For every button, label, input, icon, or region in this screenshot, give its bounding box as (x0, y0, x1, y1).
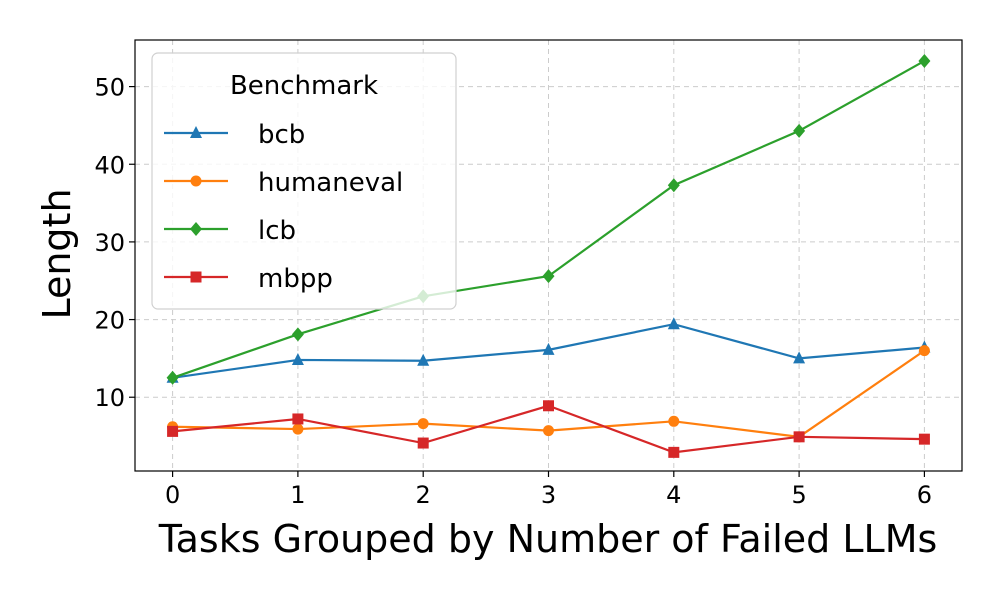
data-point-lcb (667, 178, 680, 193)
legend-label: humaneval (258, 168, 403, 198)
data-point-humaneval (417, 418, 429, 430)
data-point-humaneval (668, 415, 680, 427)
data-point-mbpp (668, 446, 680, 458)
x-tick-label: 3 (541, 481, 556, 509)
data-point-lcb (291, 327, 304, 342)
x-tick-label: 4 (666, 481, 681, 509)
data-point-humaneval (543, 425, 554, 437)
series-group (166, 53, 931, 458)
legend-label: lcb (258, 216, 296, 246)
data-point-mbpp (167, 425, 179, 437)
x-tick-label: 2 (416, 481, 431, 509)
legend-label: mbpp (258, 264, 333, 294)
legend: Benchmark bcb humaneval lcb mbpp (151, 52, 457, 310)
x-axis-title: Tasks Grouped by Number of Failed LLMs (158, 517, 938, 561)
data-point-humaneval (918, 345, 930, 357)
legend-item-humaneval: humaneval (164, 168, 403, 198)
y-tick-label: 10 (94, 384, 125, 412)
series-bcb (166, 317, 931, 383)
x-tick-label: 6 (917, 481, 932, 509)
data-point-bcb (542, 342, 555, 355)
axes: 0 1 2 3 4 5 6 10 20 30 40 50 (94, 39, 963, 509)
y-tick-label: 20 (94, 307, 125, 335)
x-tick-label: 0 (165, 481, 180, 509)
data-point-lcb (918, 53, 931, 68)
data-point-mbpp (543, 400, 554, 412)
series-mbpp (167, 400, 930, 458)
y-tick-label: 50 (94, 74, 125, 102)
legend-box (151, 52, 457, 310)
data-point-humaneval (292, 423, 304, 435)
y-tick-label: 40 (94, 151, 125, 179)
legend-marker-humaneval (190, 175, 202, 187)
x-tick-label: 1 (290, 481, 305, 509)
x-tick-label: 5 (791, 481, 806, 509)
data-point-lcb (166, 370, 179, 385)
data-point-bcb (667, 317, 680, 330)
y-tick-label: 30 (94, 229, 125, 257)
data-point-lcb (793, 123, 806, 138)
legend-item-bcb: bcb (164, 120, 305, 150)
legend-item-lcb: lcb (164, 216, 296, 246)
data-point-mbpp (417, 437, 429, 449)
legend-marker-bcb (190, 126, 202, 138)
y-axis-title: Length (35, 188, 79, 319)
legend-label: bcb (258, 120, 305, 150)
legend-title: Benchmark (230, 71, 378, 101)
data-point-bcb (417, 353, 430, 366)
legend-marker-mbpp (190, 271, 202, 283)
data-point-lcb (542, 269, 555, 284)
legend-marker-lcb (190, 222, 202, 236)
data-point-mbpp (793, 431, 805, 443)
data-point-mbpp (292, 413, 304, 425)
data-point-mbpp (918, 433, 930, 445)
data-point-bcb (793, 351, 806, 364)
data-point-bcb (291, 352, 304, 365)
legend-item-mbpp: mbpp (164, 264, 333, 294)
